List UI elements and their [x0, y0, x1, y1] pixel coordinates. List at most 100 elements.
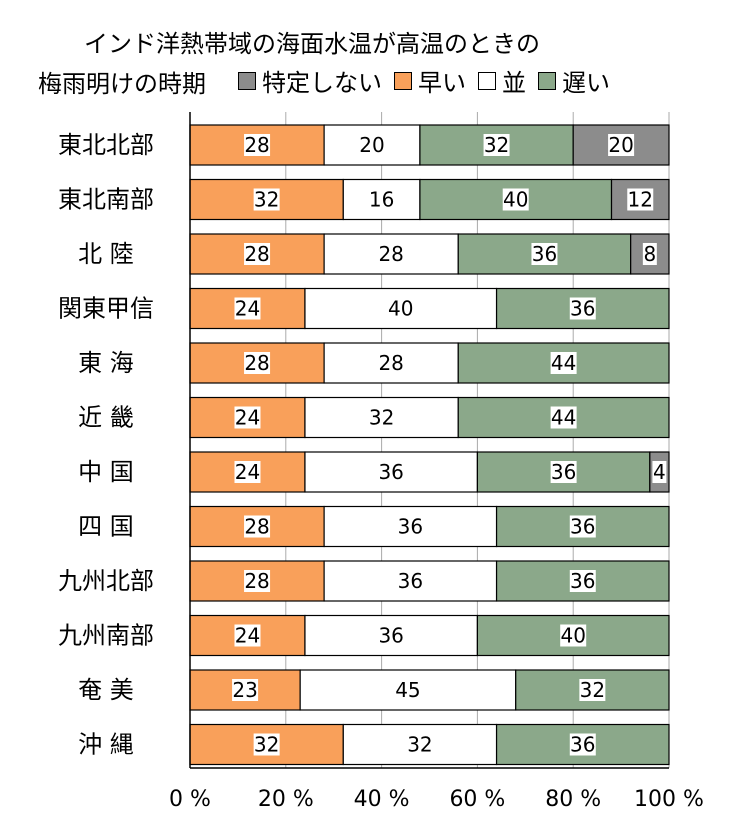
data-label: 32 — [484, 133, 509, 157]
bar-segment — [304, 396, 459, 439]
category-label: 近 畿 — [78, 404, 134, 432]
data-label-bg — [234, 461, 261, 483]
chart-title-line2: 梅雨明けの時期 — [38, 70, 206, 98]
data-label-bg — [560, 624, 587, 647]
data-label-bg — [569, 515, 596, 538]
bar-segment — [457, 396, 670, 439]
bar-segment — [342, 178, 421, 221]
category-label: 関東甲信 — [58, 295, 154, 323]
category-label: 沖 縄 — [78, 731, 134, 759]
legend-item-early: 早い — [394, 63, 466, 98]
data-label: 24 — [235, 406, 260, 430]
bar-segment — [323, 342, 459, 384]
data-label-bg — [627, 188, 654, 211]
data-label: 36 — [532, 242, 557, 266]
category-label: 奄 美 — [78, 676, 134, 704]
x-tick-label: 0 % — [169, 787, 211, 812]
data-label: 28 — [244, 351, 269, 375]
x-tick-label: 20 % — [258, 787, 314, 812]
data-label: 32 — [254, 733, 279, 757]
data-label: 36 — [378, 624, 403, 648]
data-label: 12 — [628, 188, 653, 212]
legend-label-early: 早い — [418, 69, 466, 97]
data-label-bg — [550, 461, 577, 483]
category-label: 東北南部 — [58, 186, 154, 214]
data-label: 28 — [244, 569, 269, 593]
data-label: 28 — [378, 351, 403, 375]
category-label: 四 国 — [78, 513, 134, 541]
data-label-bg — [234, 297, 261, 320]
data-label-bg — [244, 570, 271, 592]
bar-segment — [304, 614, 478, 657]
chart-title-line1: インド洋熱帯域の海面水温が高温のときの — [84, 30, 540, 58]
data-label-bg — [234, 406, 261, 429]
bar-segment — [299, 669, 517, 711]
data-label: 36 — [398, 515, 423, 539]
data-label: 4 — [653, 460, 666, 484]
data-label: 40 — [560, 624, 585, 648]
data-label-bg — [550, 406, 577, 429]
data-label-bg — [652, 461, 667, 483]
data-label: 20 — [359, 133, 384, 157]
data-label: 36 — [570, 569, 595, 593]
data-label-bg — [502, 188, 529, 211]
legend-item-unspecified: 特定しない — [238, 63, 382, 98]
legend-swatch-normal — [478, 71, 496, 90]
data-label: 28 — [244, 242, 269, 266]
data-label: 36 — [378, 460, 403, 484]
data-label-bg — [232, 679, 259, 701]
data-label: 40 — [388, 297, 413, 321]
bar-segment — [457, 342, 670, 384]
data-label: 45 — [395, 678, 420, 702]
category-label: 東北北部 — [58, 131, 154, 159]
category-label: 九州南部 — [58, 622, 154, 650]
data-label: 40 — [503, 188, 528, 212]
data-label-bg — [244, 352, 271, 374]
data-label-bg — [253, 188, 280, 211]
data-label: 36 — [398, 569, 423, 593]
data-label: 24 — [235, 460, 260, 484]
category-label: 東 海 — [78, 349, 134, 377]
data-label: 36 — [570, 297, 595, 321]
data-label-bg — [550, 352, 577, 374]
x-tick-label: 60 % — [449, 787, 505, 812]
x-tick-label: 40 % — [354, 787, 410, 812]
legend-item-late: 遅い — [538, 63, 610, 98]
data-label-bg — [642, 243, 657, 265]
category-label: 北 陸 — [78, 240, 134, 268]
data-label: 32 — [407, 733, 432, 757]
bar-segment — [304, 287, 498, 330]
data-label: 28 — [378, 242, 403, 266]
data-label: 44 — [551, 406, 576, 430]
data-label: 8 — [643, 242, 656, 266]
data-label: 24 — [235, 624, 260, 648]
data-label-bg — [244, 243, 271, 265]
data-label: 36 — [551, 460, 576, 484]
data-label-bg — [608, 134, 635, 156]
bar-segment — [457, 233, 632, 275]
data-label: 44 — [551, 351, 576, 375]
legend: 特定しない 早い 並 遅い — [238, 63, 622, 98]
x-tick-label: 80 % — [545, 787, 601, 812]
data-label: 28 — [244, 133, 269, 157]
bar-segment — [323, 233, 459, 275]
data-label: 32 — [254, 188, 279, 212]
data-label: 20 — [608, 133, 633, 157]
data-label: 23 — [232, 678, 257, 702]
data-label: 32 — [369, 406, 394, 430]
data-label: 36 — [570, 515, 595, 539]
data-label-bg — [244, 515, 271, 538]
data-label: 24 — [235, 297, 260, 321]
data-label-bg — [253, 733, 280, 756]
data-label-bg — [569, 733, 596, 756]
data-label: 16 — [369, 188, 394, 212]
data-label-bg — [234, 624, 261, 647]
bar-segment — [323, 560, 498, 602]
data-label-bg — [531, 243, 558, 265]
data-label: 28 — [244, 515, 269, 539]
legend-swatch-late — [538, 71, 556, 90]
category-label: 九州北部 — [58, 567, 154, 595]
x-tick-label: 100 % — [634, 787, 704, 812]
category-label: 中 国 — [78, 458, 134, 486]
